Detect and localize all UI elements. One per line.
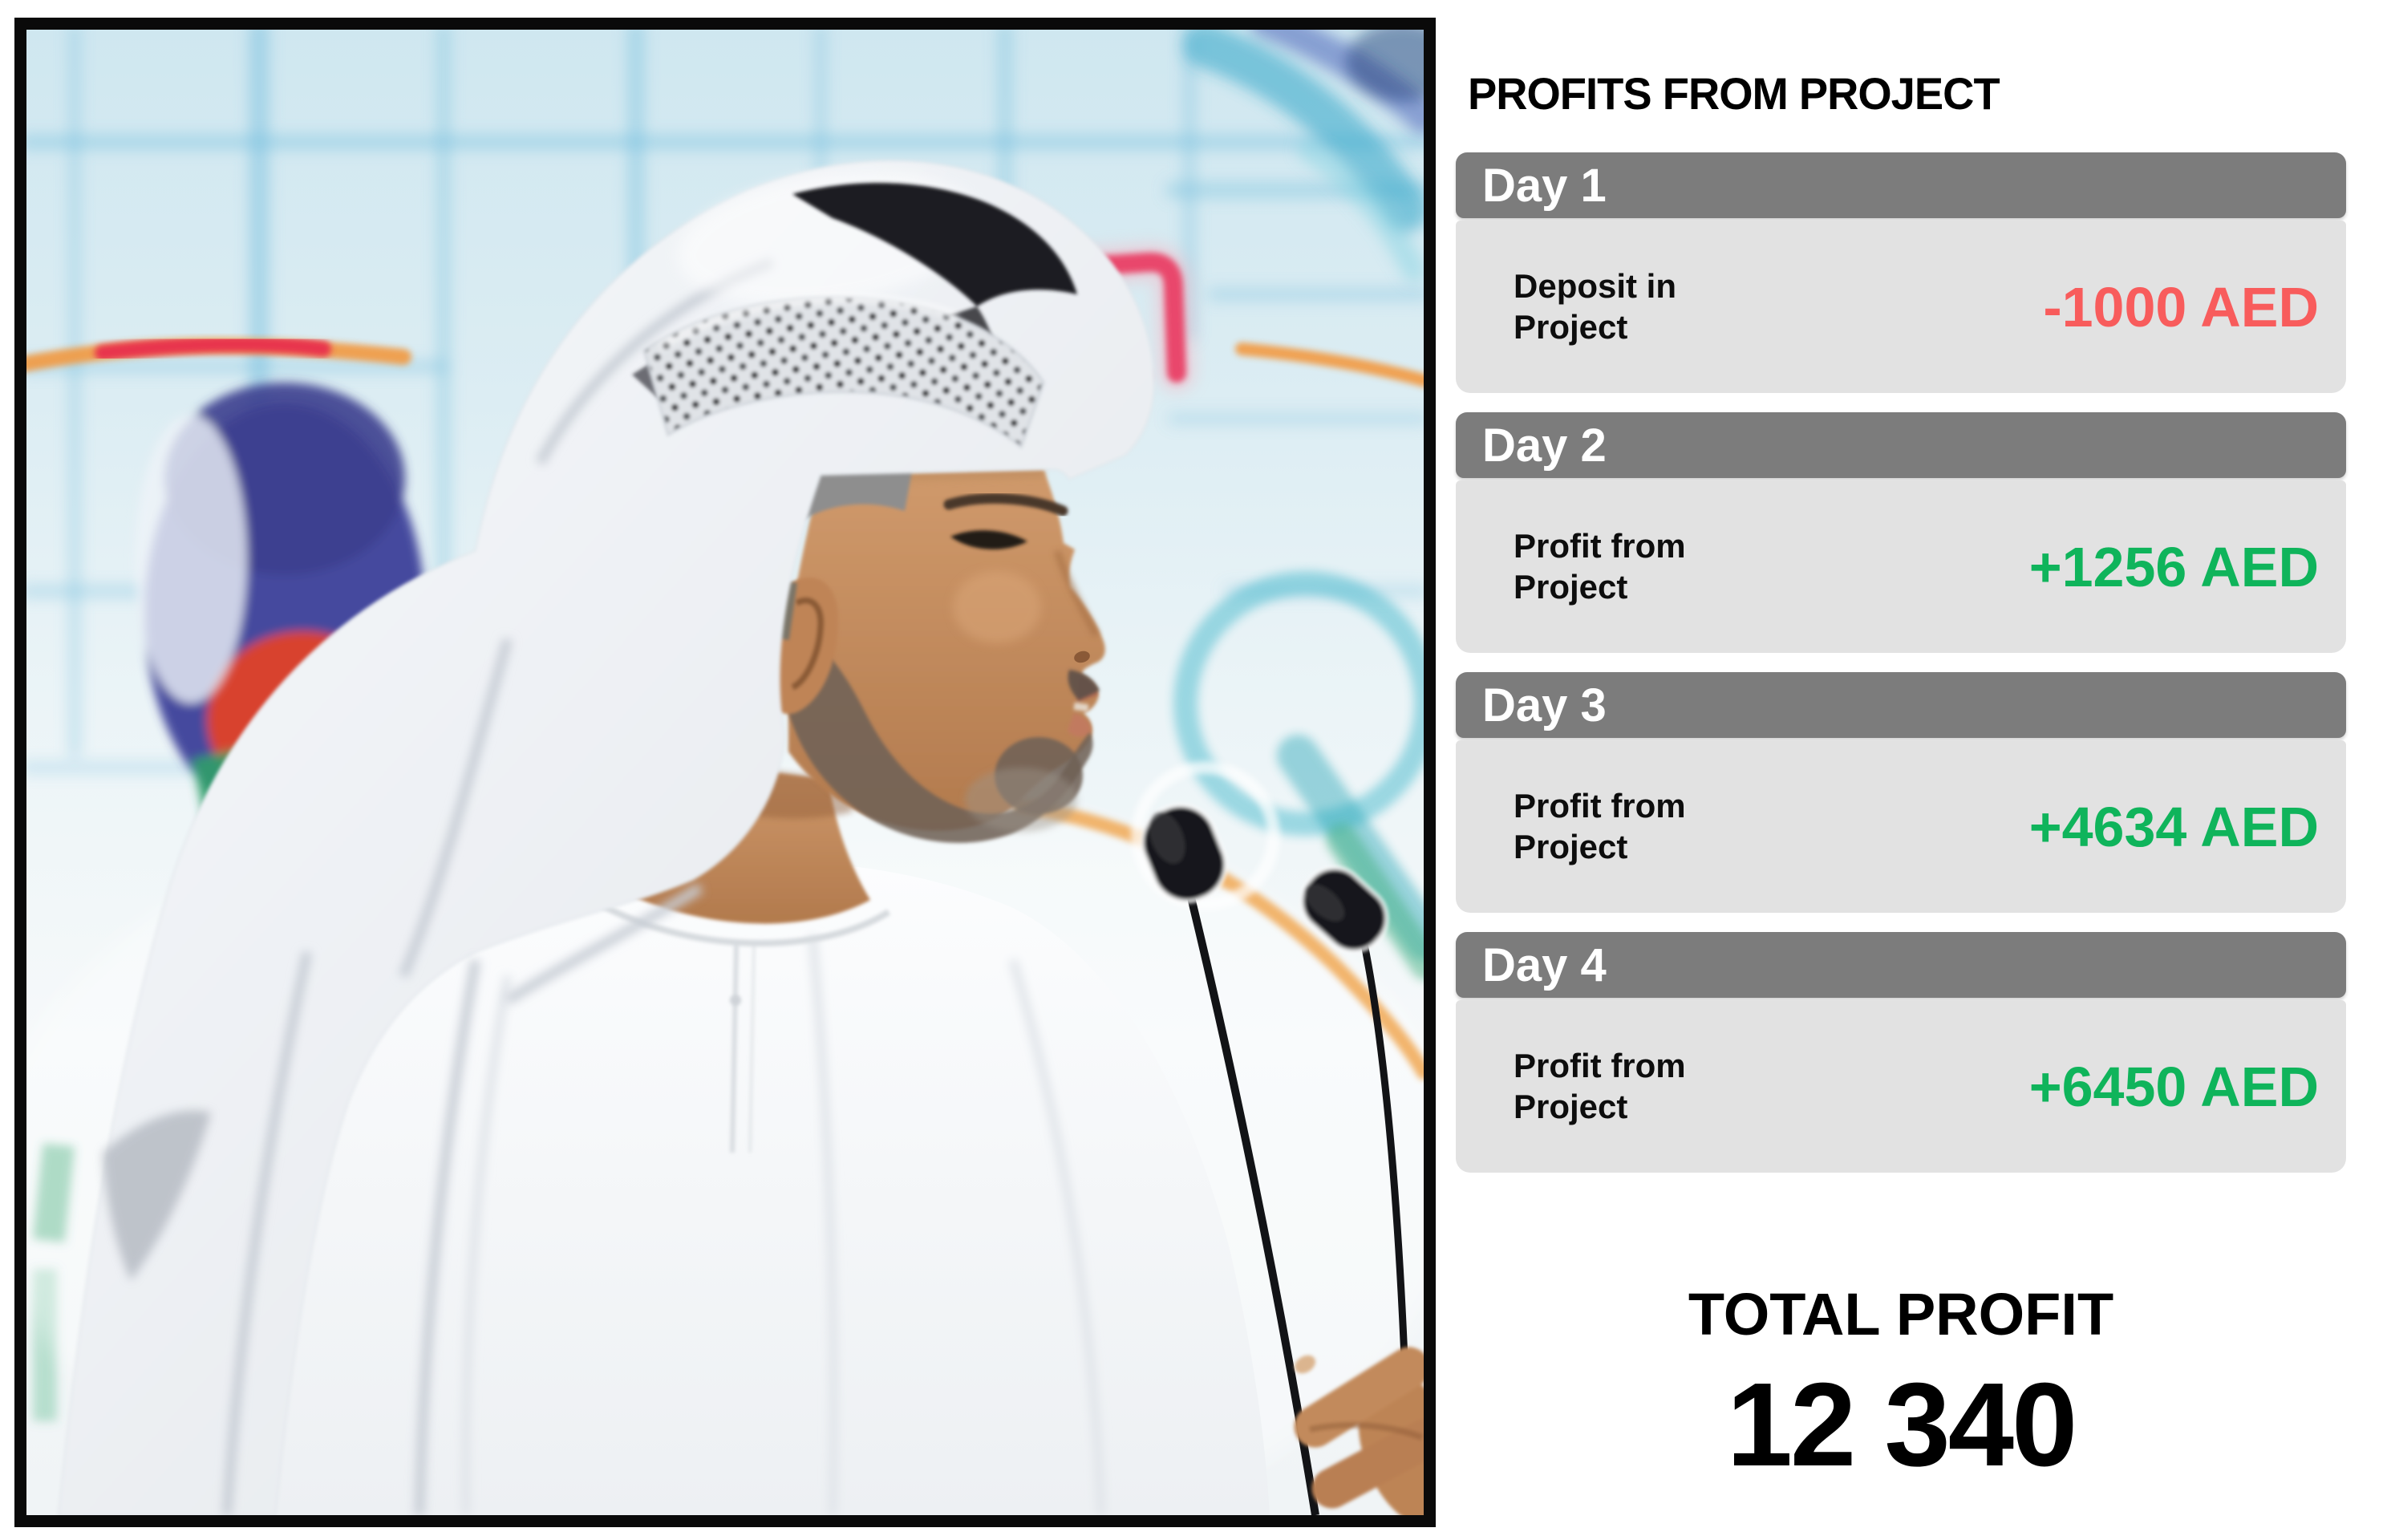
day-card-label-line2: Project: [1514, 307, 1628, 346]
total-profit-value: 12 340: [1726, 1359, 2078, 1491]
day-card-value: -1000 AED: [2043, 275, 2319, 338]
speaker-photo-illustration: [26, 30, 1424, 1515]
day-card-header: Day 4: [1456, 932, 2346, 998]
day-card-header: Day 2: [1456, 412, 2346, 478]
day-card-body: Profit from Project +6450 AED: [1456, 1000, 2346, 1173]
microphone-head-1: [1140, 803, 1228, 904]
drape-shadow: [103, 1110, 211, 1281]
day-card-value: +6450 AED: [2028, 1055, 2319, 1118]
day-card-label: Profit from Project: [1514, 1046, 1686, 1127]
day-card-label-line1: Profit from: [1514, 787, 1686, 825]
collar: [577, 889, 891, 1153]
day-card-header: Day 3: [1456, 672, 2346, 738]
day-card-label-line1: Deposit in: [1514, 267, 1677, 306]
day-card-label-line1: Profit from: [1514, 527, 1686, 565]
total-profit-label: TOTAL PROFIT: [1688, 1281, 2114, 1348]
day-card-value: +1256 AED: [2028, 535, 2319, 598]
eye: [950, 530, 1027, 549]
microphone-head-2: [1299, 865, 1389, 954]
day-cards: Day 1 Deposit in Project -1000 AED Day 2…: [1456, 152, 2346, 1173]
day-card-label-line2: Project: [1514, 567, 1628, 606]
hand: [1294, 1347, 1424, 1515]
profit-panel: PROFITS FROM PROJECT Day 1 Deposit in Pr…: [1456, 0, 2346, 1540]
eyebrow: [943, 492, 1068, 517]
robe-creases: [461, 935, 1105, 1515]
beard: [784, 619, 1100, 843]
day-card-label: Profit from Project: [1514, 526, 1686, 607]
nostril: [1074, 650, 1090, 663]
day-card: Day 4 Profit from Project +6450 AED: [1456, 932, 2346, 1173]
day-card-body: Profit from Project +1256 AED: [1456, 480, 2346, 653]
day-card-header: Day 1: [1456, 152, 2346, 218]
day-card-label-line2: Project: [1514, 827, 1628, 865]
cheek-highlight: [953, 571, 1041, 643]
day-card-label-line1: Profit from: [1514, 1047, 1686, 1085]
ghutra-headdress: [57, 160, 1155, 1515]
day-card-body: Profit from Project +4634 AED: [1456, 740, 2346, 913]
panel-title: PROFITS FROM PROJECT: [1468, 68, 2000, 119]
day-card: Day 1 Deposit in Project -1000 AED: [1456, 152, 2346, 393]
day-card: Day 2 Profit from Project +1256 AED: [1456, 412, 2346, 653]
day-card-label: Deposit in Project: [1514, 266, 1676, 347]
nose-shade: [1054, 549, 1100, 637]
day-card: Day 3 Profit from Project +4634 AED: [1456, 672, 2346, 913]
speaker-photo: [14, 18, 1436, 1527]
ghutra-mesh-band: [642, 294, 1045, 449]
speaker-figure: [57, 160, 1270, 1515]
day-card-value: +4634 AED: [2028, 795, 2319, 858]
day-card-body: Deposit in Project -1000 AED: [1456, 221, 2346, 393]
day-card-label-line2: Project: [1514, 1087, 1628, 1125]
day-card-label: Profit from Project: [1514, 786, 1686, 867]
corner-blobs: [1183, 30, 1424, 282]
